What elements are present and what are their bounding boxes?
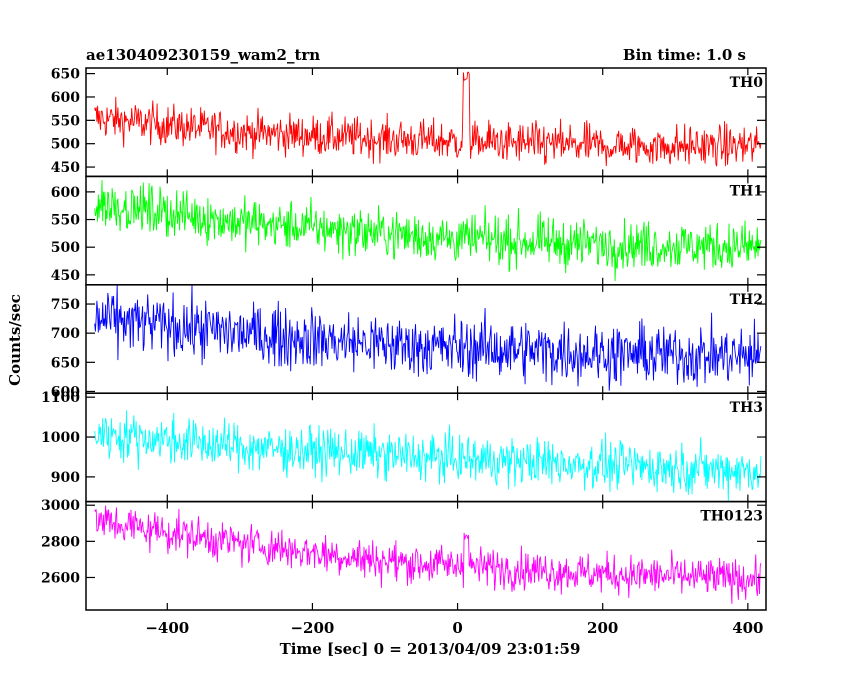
y-tick-label: 500 [51, 240, 80, 256]
x-tick-label: 0 [452, 619, 462, 637]
series-th0123-line [94, 505, 762, 604]
panel-label-th2: TH2 [730, 292, 763, 308]
y-tick-label: 900 [51, 470, 80, 486]
panel-frame [85, 175, 767, 286]
y-tick-label: 1000 [41, 430, 80, 446]
panel-label-th1: TH1 [730, 183, 763, 199]
y-tick-label: 650 [51, 355, 80, 371]
y-tick-label: 2800 [41, 534, 80, 550]
panel-label-th0: TH0 [730, 75, 764, 91]
y-tick-label: 500 [51, 137, 80, 153]
y-tick-label: 750 [51, 297, 80, 313]
x-axis-label: Time [sec] 0 = 2013/04/09 23:01:59 [280, 640, 581, 658]
y-tick-label: 600 [51, 90, 80, 106]
x-tick-label: −400 [145, 619, 189, 637]
chart-title: ae130409230159_wam2_trn [86, 46, 320, 64]
y-tick-label: 700 [51, 326, 80, 342]
bin-time-label: Bin time: 1.0 s [623, 46, 746, 64]
y-tick-label: 550 [51, 113, 80, 129]
panel-label-th0123: TH0123 [700, 509, 763, 525]
panel-frame [85, 500, 767, 611]
series-th3-line [94, 410, 762, 502]
x-tick-label: −200 [290, 619, 334, 637]
y-tick-label: 3000 [41, 498, 80, 514]
y-tick-label: 650 [51, 67, 80, 83]
series-th0-line [94, 71, 762, 167]
series-th2-line [94, 284, 762, 391]
x-tick-label: 200 [587, 619, 618, 637]
y-axis-label: Counts/sec [6, 294, 24, 386]
x-tick-label: 400 [732, 619, 763, 637]
y-tick-label: 1100 [41, 390, 80, 406]
y-tick-label: 450 [51, 160, 80, 176]
y-tick-label: 450 [51, 268, 80, 284]
series-th1-line [94, 180, 762, 282]
panel-label-th3: TH3 [730, 400, 763, 416]
y-tick-label: 600 [51, 185, 80, 201]
y-tick-label: 550 [51, 213, 80, 229]
panels-group: 450 500 550 600 650 TH0 450 500 550 600 TH1 600 650 7… [41, 67, 767, 637]
y-tick-label: 600 [51, 384, 80, 400]
y-tick-label: 2600 [41, 570, 80, 586]
